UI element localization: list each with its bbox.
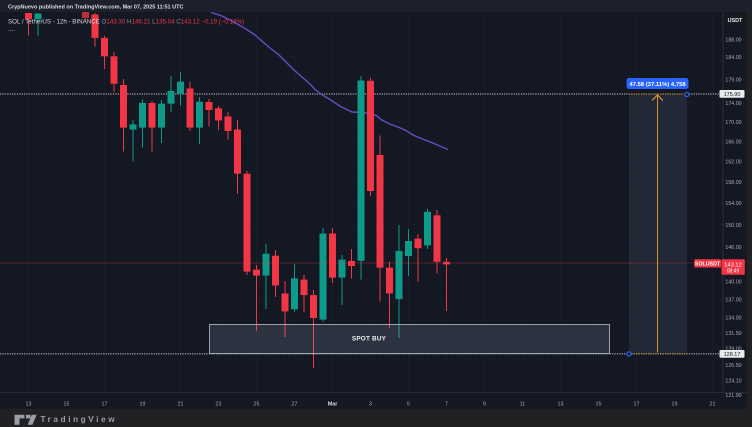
svg-text:SPOT BUY: SPOT BUY: [352, 336, 387, 343]
svg-text:19: 19: [140, 402, 146, 408]
svg-text:11: 11: [520, 402, 526, 408]
svg-text:SOL / TetherUS - 12h - BINANCE: SOL / TetherUS - 12h - BINANCE O143.30 H…: [8, 19, 244, 26]
svg-text:134.00: 134.00: [725, 316, 741, 322]
svg-text:126.50: 126.50: [725, 363, 741, 369]
svg-text:17: 17: [634, 402, 640, 408]
svg-text:CrypNuevo published on Trading: CrypNuevo published on TradingView.com, …: [8, 5, 183, 11]
svg-text:143.12: 143.12: [724, 262, 742, 268]
svg-text:15: 15: [596, 402, 602, 408]
svg-text:131.50: 131.50: [725, 331, 741, 337]
svg-text:184.00: 184.00: [725, 55, 741, 61]
svg-text:137.00: 137.00: [725, 297, 741, 303]
svg-text:27: 27: [292, 402, 298, 408]
svg-text:158.00: 158.00: [725, 180, 741, 186]
svg-text:175.90: 175.90: [724, 92, 741, 98]
svg-text:188.00: 188.00: [725, 37, 741, 43]
svg-text:15: 15: [64, 402, 70, 408]
svg-text:179.00: 179.00: [725, 78, 741, 84]
svg-text:129.00: 129.00: [725, 347, 741, 353]
svg-text:150.00: 150.00: [725, 223, 741, 229]
svg-text:9: 9: [483, 402, 486, 408]
svg-text:166.00: 166.00: [725, 140, 741, 146]
svg-text:121.90: 121.90: [725, 393, 741, 399]
svg-text:3: 3: [369, 402, 372, 408]
svg-text:SOLUSDT: SOLUSDT: [695, 261, 721, 267]
svg-text:128.17: 128.17: [724, 352, 741, 358]
svg-text:17: 17: [102, 402, 108, 408]
svg-text:170.00: 170.00: [725, 120, 741, 126]
svg-text:5: 5: [407, 402, 410, 408]
svg-text:....: ....: [8, 26, 15, 33]
svg-text:162.00: 162.00: [725, 160, 741, 166]
svg-text:47.58 (37.11%) 4,758: 47.58 (37.11%) 4,758: [629, 82, 686, 88]
svg-text:21: 21: [710, 402, 716, 408]
svg-text:174.00: 174.00: [725, 101, 741, 107]
svg-text:13: 13: [558, 402, 564, 408]
svg-text:154.00: 154.00: [725, 201, 741, 207]
svg-text:25: 25: [254, 402, 260, 408]
svg-text:TradingView: TradingView: [41, 415, 118, 424]
svg-text:124.10: 124.10: [725, 379, 741, 385]
svg-text:19: 19: [672, 402, 678, 408]
svg-text:13: 13: [26, 402, 32, 408]
svg-text:08:49: 08:49: [727, 269, 740, 275]
svg-text:Mar: Mar: [328, 402, 338, 408]
svg-text:140.00: 140.00: [725, 280, 741, 286]
svg-text:7: 7: [445, 402, 448, 408]
svg-text:146.00: 146.00: [725, 245, 741, 251]
svg-text:21: 21: [178, 402, 184, 408]
svg-text:23: 23: [216, 402, 222, 408]
svg-text:USDT: USDT: [728, 18, 743, 24]
